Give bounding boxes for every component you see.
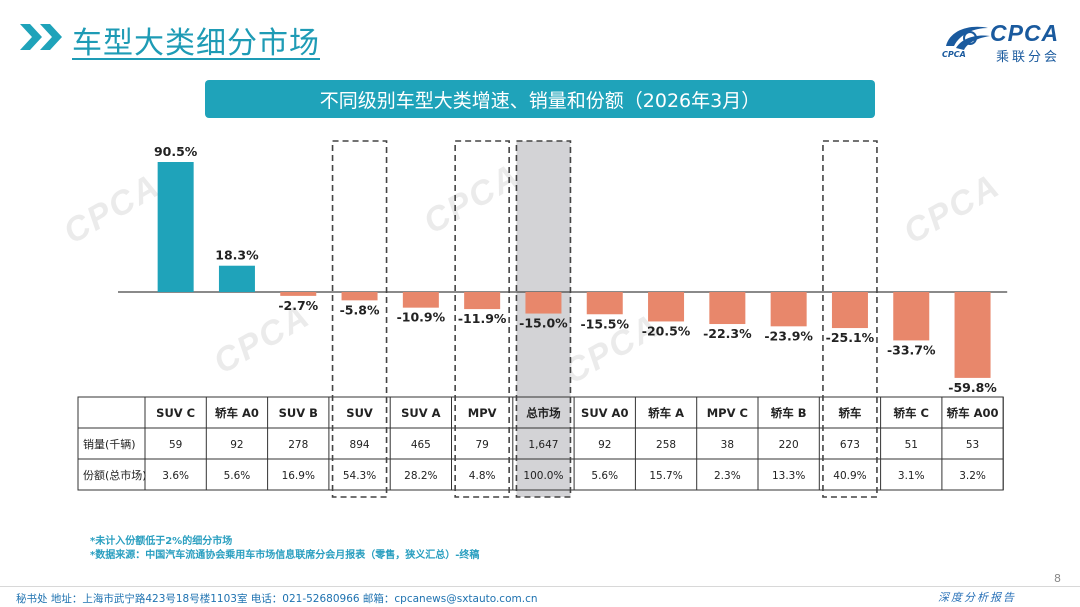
category-label: SUV A0 bbox=[581, 406, 628, 420]
category-label: SUV B bbox=[279, 406, 318, 420]
category-label: 轿车 bbox=[838, 406, 861, 420]
bar bbox=[525, 292, 562, 314]
table-cell: 40.9% bbox=[833, 470, 866, 482]
logo-emblem-icon bbox=[946, 26, 990, 50]
logo-cn-text: 乘联分会 bbox=[996, 50, 1061, 65]
data-label: -25.1% bbox=[826, 330, 875, 345]
highlight-column bbox=[516, 141, 571, 497]
table-cell: 3.1% bbox=[898, 470, 925, 482]
logo-small-text: CPCA bbox=[942, 50, 966, 59]
bar bbox=[954, 292, 991, 378]
table-cell: 220 bbox=[779, 439, 799, 451]
data-label: -20.5% bbox=[642, 323, 691, 338]
table-cell: 53 bbox=[966, 439, 979, 451]
table-cell: 2.3% bbox=[714, 470, 741, 482]
data-label: -33.7% bbox=[887, 342, 936, 357]
table-cell: 4.8% bbox=[469, 470, 496, 482]
data-label: -23.9% bbox=[764, 328, 813, 343]
footer-divider bbox=[0, 586, 1080, 587]
table-cell: 3.2% bbox=[959, 470, 986, 482]
data-label: -5.8% bbox=[340, 302, 380, 317]
category-label: 轿车 A00 bbox=[947, 406, 999, 420]
table-cell: 54.3% bbox=[343, 470, 376, 482]
table-cell: 465 bbox=[411, 439, 431, 451]
bar bbox=[402, 292, 439, 308]
data-label: 18.3% bbox=[215, 248, 259, 263]
watermark: CPCA bbox=[207, 296, 317, 382]
table-cell: 1,647 bbox=[528, 439, 558, 451]
table-cell: 16.9% bbox=[282, 470, 315, 482]
category-label: SUV C bbox=[156, 406, 195, 420]
table-cell: 258 bbox=[656, 439, 676, 451]
bar bbox=[709, 292, 746, 325]
dashed-highlight-box bbox=[454, 140, 510, 498]
category-label: SUV A bbox=[401, 406, 441, 420]
bar bbox=[218, 265, 255, 292]
watermark: CPCA bbox=[57, 166, 167, 252]
table-cell: 15.7% bbox=[649, 470, 682, 482]
page-title: 车型大类细分市场 bbox=[72, 26, 320, 61]
data-label: -15.0% bbox=[519, 316, 568, 331]
data-label: 90.5% bbox=[154, 144, 198, 159]
table-cell: 3.6% bbox=[162, 470, 189, 482]
footer-address: 秘书处 地址：上海市武宁路423号18号楼1103室 电话：021-526809… bbox=[16, 593, 538, 605]
table-cell: 79 bbox=[475, 439, 488, 451]
dashed-highlight-box bbox=[331, 140, 388, 498]
dashed-highlight-box bbox=[822, 140, 878, 498]
category-label: MPV C bbox=[707, 406, 748, 420]
table-cell: 28.2% bbox=[404, 470, 437, 482]
footnotes: *未计入份额低于2%的细分市场 *数据来源：中国汽车流通协会乘用车市场信息联席分… bbox=[90, 535, 479, 563]
table-cell: 13.3% bbox=[772, 470, 805, 482]
bar bbox=[831, 292, 868, 329]
bar bbox=[464, 292, 501, 310]
double-chevron-icon bbox=[20, 24, 62, 50]
data-label: -15.5% bbox=[580, 316, 629, 331]
bar bbox=[586, 292, 623, 315]
table-row-label: 销量(千辆) bbox=[83, 437, 136, 451]
category-label: 轿车 C bbox=[894, 406, 929, 420]
watermark: CPCA bbox=[417, 156, 527, 242]
table-border bbox=[77, 396, 1004, 491]
data-label: -10.9% bbox=[397, 310, 446, 325]
category-label: SUV bbox=[346, 406, 373, 420]
category-label: 轿车 A0 bbox=[215, 406, 259, 420]
bar bbox=[341, 292, 378, 301]
footer-report-label: 深度分析报告 bbox=[938, 591, 1016, 604]
data-label: -59.8% bbox=[948, 380, 997, 395]
table-cell: 673 bbox=[840, 439, 860, 451]
table-cell: 5.6% bbox=[591, 470, 618, 482]
table-cell: 278 bbox=[288, 439, 308, 451]
data-label: -22.3% bbox=[703, 326, 752, 341]
page-number: 8 bbox=[1054, 572, 1061, 585]
table-cell: 100.0% bbox=[523, 470, 563, 482]
data-label: -2.7% bbox=[278, 298, 318, 313]
chart-title: 不同级别车型大类增速、销量和份额（2026年3月） bbox=[205, 80, 875, 118]
bar bbox=[648, 292, 685, 322]
table-row-label: 份额(总市场) bbox=[83, 468, 147, 482]
dashed-highlight-box bbox=[515, 140, 572, 498]
table-cell: 894 bbox=[350, 439, 370, 451]
footnote-source: *数据来源：中国汽车流通协会乘用车市场信息联席分会月报表（零售，狭义汇总）-终稿 bbox=[90, 550, 480, 561]
bar bbox=[280, 292, 317, 296]
cpca-logo: CPCA 乘联分会 CPCA bbox=[940, 20, 1070, 65]
table-cell: 38 bbox=[721, 439, 734, 451]
bar bbox=[893, 292, 930, 341]
table-cell: 5.6% bbox=[224, 470, 251, 482]
table-cell: 92 bbox=[598, 439, 611, 451]
data-label: -11.9% bbox=[458, 311, 507, 326]
watermark: CPCA bbox=[557, 306, 667, 392]
table-cell: 51 bbox=[905, 439, 918, 451]
category-label: 总市场 bbox=[526, 406, 561, 420]
footnote-share: *未计入份额低于2%的细分市场 bbox=[90, 536, 233, 547]
bar bbox=[770, 292, 807, 327]
bar bbox=[157, 162, 194, 292]
category-label: 轿车 B bbox=[771, 406, 807, 420]
category-label: 轿车 A bbox=[648, 406, 684, 420]
table-cell: 92 bbox=[230, 439, 243, 451]
category-label: MPV bbox=[468, 406, 497, 420]
watermark: CPCA bbox=[897, 166, 1007, 252]
table-cell: 59 bbox=[169, 439, 182, 451]
header: 车型大类细分市场 CPCA 乘联分会 CPCA bbox=[0, 0, 1080, 72]
logo-text: CPCA bbox=[990, 20, 1060, 46]
